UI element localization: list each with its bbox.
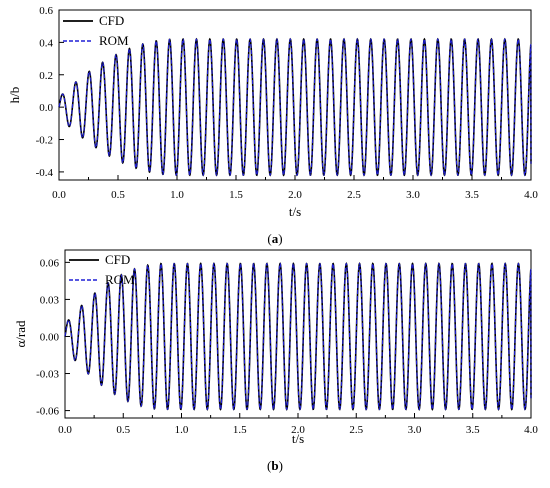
x-tick-label: 2.5	[349, 424, 363, 436]
y-axis-label: h/b	[7, 87, 22, 104]
y-tick-label: -0.03	[36, 369, 59, 381]
series-line-rom	[64, 262, 532, 411]
panel-caption: (b)	[267, 458, 283, 473]
x-tick-label: 3.0	[408, 424, 422, 436]
x-tick-label: 2.0	[291, 424, 305, 436]
x-tick-label: 3.5	[466, 424, 480, 436]
y-tick-label: 0.00	[40, 331, 60, 343]
x-tick-label: 3.0	[406, 189, 420, 201]
x-tick-label: 4.0	[524, 189, 538, 201]
y-tick-label: 0.4	[39, 37, 53, 49]
caption-close-paren: )	[278, 231, 282, 246]
y-tick-label: 0.0	[39, 102, 53, 114]
x-tick-label: 1.5	[229, 189, 243, 201]
y-tick-label: -0.06	[36, 406, 59, 418]
caption-open-paren: (	[267, 231, 271, 246]
y-tick-label: 0.03	[40, 294, 60, 306]
x-axis-label: t/s	[292, 431, 304, 446]
y-tick-label: 0.2	[39, 70, 53, 82]
caption-close-paren: )	[279, 458, 283, 473]
caption-panel-label: b	[271, 458, 278, 473]
series-line-rom	[58, 38, 532, 177]
legend-label-cfd: CFD	[99, 13, 124, 28]
legend-label-cfd: CFD	[105, 252, 130, 267]
x-axis-label: t/s	[289, 204, 301, 219]
y-tick-label: -0.2	[36, 135, 53, 147]
x-tick-label: 0.0	[58, 424, 72, 436]
x-tick-label: 1.0	[175, 424, 189, 436]
caption-open-paren: (	[267, 458, 271, 473]
y-tick-label: 0.06	[40, 257, 60, 269]
x-tick-label: 0.5	[111, 189, 125, 201]
x-tick-label: 2.0	[288, 189, 302, 201]
x-tick-label: 4.0	[524, 424, 538, 436]
series-line-cfd	[58, 37, 532, 177]
caption-panel-label: a	[272, 231, 279, 246]
x-tick-label: 3.5	[465, 189, 479, 201]
x-tick-label: 1.5	[233, 424, 247, 436]
x-tick-label: 0.5	[116, 424, 130, 436]
y-tick-label: -0.4	[36, 167, 54, 179]
y-axis-label: α/rad	[13, 320, 28, 348]
y-tick-label: 0.6	[39, 5, 53, 17]
x-tick-label: 2.5	[347, 189, 361, 201]
x-tick-label: 0.0	[52, 189, 66, 201]
x-tick-label: 1.0	[170, 189, 184, 201]
legend-label-rom: ROM	[99, 33, 129, 48]
panel-caption: (a)	[267, 231, 282, 246]
legend-label-rom: ROM	[105, 272, 135, 287]
